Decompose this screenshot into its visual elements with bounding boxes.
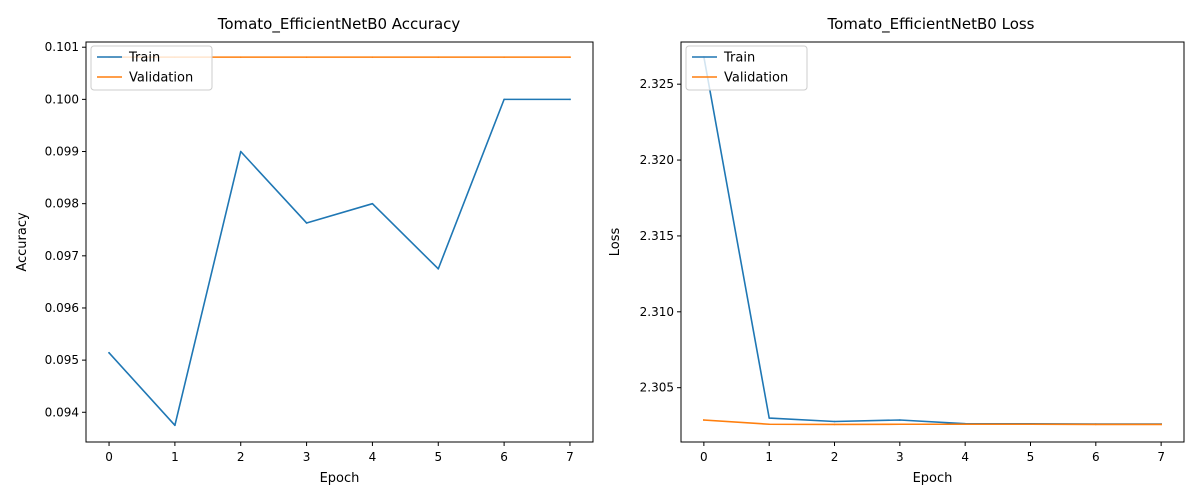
y-tick-label: 0.100 bbox=[45, 92, 79, 106]
legend: Train Validation bbox=[90, 45, 213, 91]
x-tick-label: 1 bbox=[765, 450, 773, 464]
data-point-validation bbox=[569, 56, 571, 58]
data-point-validation bbox=[1160, 423, 1162, 426]
legend-label-train: Train bbox=[128, 51, 160, 66]
series-line-train bbox=[107, 98, 571, 427]
legend-label-validation: Validation bbox=[724, 71, 788, 86]
y-tick-label: 2.325 bbox=[640, 77, 674, 91]
data-point-train bbox=[437, 268, 440, 270]
y-tick-label: 0.098 bbox=[45, 197, 79, 211]
data-point-validation bbox=[305, 56, 308, 58]
x-tick-label: 1 bbox=[171, 450, 179, 464]
data-point-train bbox=[305, 222, 308, 224]
chart-title: Tomato_EfficientNetB0 Accuracy bbox=[217, 15, 461, 34]
loss-chart: Tomato_EfficientNetB0 Loss 0 1 2 3 4 5 6 7 2.305 2… bbox=[608, 15, 1185, 486]
y-tick-label: 2.310 bbox=[640, 305, 674, 319]
x-tick-label: 4 bbox=[961, 450, 969, 464]
x-tick-label: 0 bbox=[700, 450, 708, 464]
data-point-validation bbox=[437, 56, 440, 58]
y-axis-label: Accuracy bbox=[15, 212, 30, 272]
x-tick-label: 3 bbox=[303, 450, 311, 464]
x-tick-label: 0 bbox=[105, 450, 113, 464]
data-point-train bbox=[503, 98, 505, 101]
x-tick-label: 6 bbox=[500, 450, 508, 464]
x-tick-label: 5 bbox=[1027, 450, 1035, 464]
y-tick-label: 0.094 bbox=[45, 405, 79, 419]
legend-label-train: Train bbox=[723, 51, 755, 66]
series-lines bbox=[107, 56, 571, 427]
y-tick-label: 0.099 bbox=[45, 145, 79, 159]
accuracy-chart: Tomato_EfficientNetB0 Accuracy 0 1 2 3 4 5 6 7 0.… bbox=[15, 15, 594, 486]
x-axis-label: Epoch bbox=[320, 471, 360, 486]
y-tick-label: 2.305 bbox=[640, 381, 674, 395]
x-tick-label: 2 bbox=[237, 450, 245, 464]
data-point-validation bbox=[1095, 423, 1097, 426]
data-point-validation bbox=[1029, 423, 1032, 426]
y-axis-label: Loss bbox=[608, 228, 623, 257]
data-point-validation bbox=[964, 423, 966, 426]
data-point-train bbox=[899, 419, 901, 421]
data-point-train bbox=[569, 98, 571, 101]
x-tick-label: 6 bbox=[1092, 450, 1100, 464]
x-tick-label: 7 bbox=[1157, 450, 1165, 464]
data-point-validation bbox=[371, 56, 374, 58]
data-point-validation bbox=[768, 423, 770, 426]
data-point-train bbox=[174, 424, 176, 427]
x-tick-label: 4 bbox=[369, 450, 377, 464]
data-point-train bbox=[108, 352, 110, 354]
chart-title: Tomato_EfficientNetB0 Loss bbox=[827, 15, 1035, 34]
y-tick-label: 0.096 bbox=[45, 301, 79, 315]
x-tick-label: 5 bbox=[434, 450, 442, 464]
data-point-train bbox=[768, 417, 770, 419]
series-line-train bbox=[702, 55, 1162, 425]
y-tick-label: 0.095 bbox=[45, 353, 79, 367]
legend-label-validation: Validation bbox=[129, 71, 193, 86]
axes-frame bbox=[680, 41, 1185, 443]
data-point-validation bbox=[239, 56, 242, 58]
data-point-validation bbox=[503, 56, 505, 58]
data-point-train bbox=[239, 150, 242, 153]
x-axis-label: Epoch bbox=[913, 471, 953, 486]
y-tick-label: 0.097 bbox=[45, 249, 79, 263]
data-point-train bbox=[371, 202, 374, 205]
data-point-train bbox=[833, 420, 836, 423]
data-point-validation bbox=[833, 423, 836, 426]
y-tick-label: 2.315 bbox=[640, 229, 674, 243]
x-tick-label: 2 bbox=[831, 450, 839, 464]
data-point-validation bbox=[703, 419, 705, 421]
y-tick-label: 2.320 bbox=[640, 153, 674, 167]
series-lines bbox=[702, 55, 1162, 426]
legend: Train Validation bbox=[685, 45, 808, 91]
x-tick-label: 7 bbox=[566, 450, 574, 464]
axes-frame bbox=[85, 41, 594, 443]
x-tick-label: 3 bbox=[896, 450, 904, 464]
y-tick-label: 0.101 bbox=[45, 40, 79, 54]
series-line-validation bbox=[703, 419, 1162, 426]
data-point-validation bbox=[899, 423, 901, 426]
